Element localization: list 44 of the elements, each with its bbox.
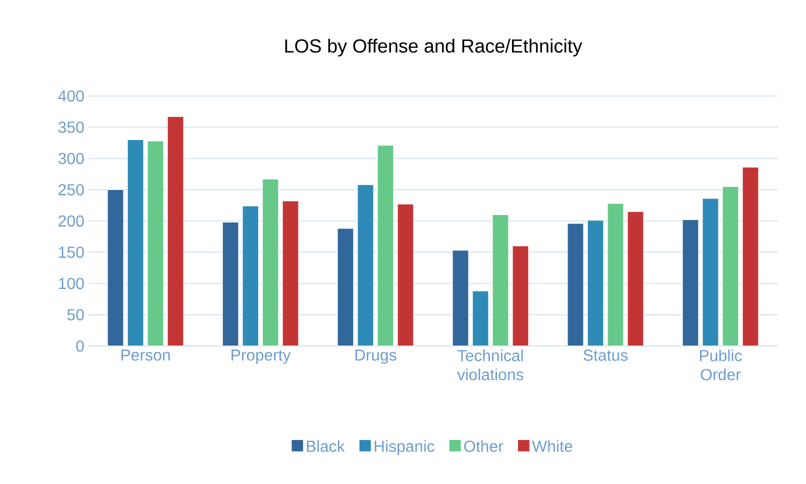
y-tick-label: 300 (58, 152, 84, 164)
bar (512, 246, 529, 346)
y-tick-label: 350 (58, 122, 84, 133)
bar (357, 184, 374, 346)
bar (262, 178, 279, 346)
bar (242, 206, 259, 346)
bar (377, 145, 394, 346)
bar (337, 228, 354, 346)
y-tick-label: 200 (58, 215, 84, 227)
y-tick-label: 400 (58, 90, 84, 102)
bar (607, 203, 624, 346)
y-tick-label: 50 (67, 309, 84, 320)
chart-title: LOS by Offense and Race/Ethnicity (285, 38, 582, 56)
x-tick-label: Property (232, 350, 291, 364)
bar (702, 198, 719, 346)
bar (127, 139, 144, 346)
x-tick-label: Drugs (355, 350, 396, 364)
bar (682, 219, 699, 346)
x-tick-label: Technical violations (457, 350, 524, 380)
bar (627, 211, 644, 346)
bar (742, 166, 759, 346)
bar (222, 222, 239, 346)
y-tick-label: 0 (76, 340, 84, 352)
legend-label: Other (464, 440, 504, 452)
y-tick-label: 150 (59, 246, 84, 258)
bar (282, 200, 299, 346)
bar (107, 189, 124, 346)
legend-label: White (532, 440, 572, 452)
x-tick-label: Person (121, 350, 170, 361)
x-tick-label: Public Order (700, 350, 742, 380)
legend-label: Hispanic (374, 440, 434, 456)
x-tick-label: Status (584, 350, 628, 361)
bar (587, 220, 604, 346)
bar (452, 250, 469, 346)
y-tick-label: 250 (58, 184, 84, 196)
bar (397, 204, 414, 346)
bar (722, 186, 739, 346)
bar (167, 116, 184, 346)
bar (472, 290, 489, 346)
bar (567, 223, 584, 346)
bar (492, 214, 509, 346)
bar (147, 140, 164, 346)
legend-label: Black (307, 440, 345, 452)
y-tick-label: 100 (59, 278, 84, 290)
